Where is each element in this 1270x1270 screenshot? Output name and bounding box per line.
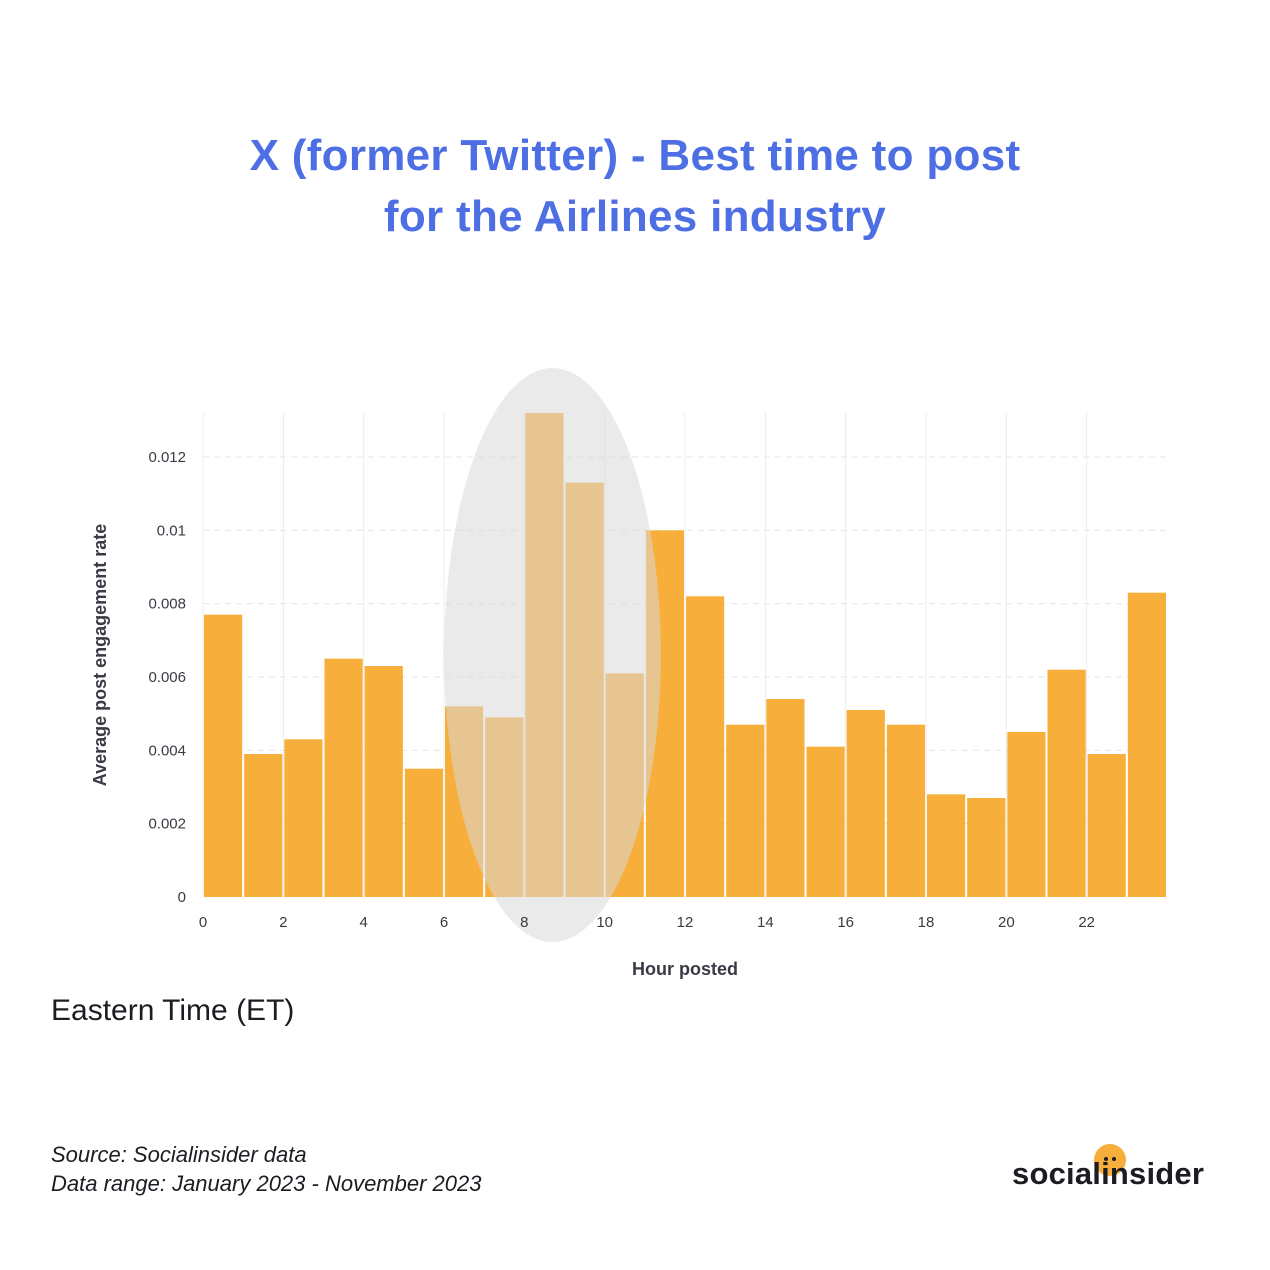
bar-hour-13: [726, 724, 765, 897]
x-tick-label: 14: [757, 914, 774, 931]
bar-hour-23: [1127, 592, 1166, 897]
bar-hour-22: [1087, 754, 1126, 897]
x-tick-label: 2: [279, 914, 287, 931]
x-tick-label: 4: [359, 914, 367, 931]
data-range-line: Data range: January 2023 - November 2023: [51, 1171, 482, 1196]
bar-hour-18: [927, 794, 966, 897]
x-tick-label: 20: [998, 914, 1015, 931]
x-tick-label: 16: [837, 914, 854, 931]
socialinsider-logo: socialinsider: [1012, 1144, 1217, 1194]
bar-hour-14: [766, 699, 805, 897]
bar-hour-3: [324, 658, 363, 897]
logo-face-icon: [1094, 1144, 1126, 1176]
source-note: Source: Socialinsider data Data range: J…: [51, 1140, 481, 1198]
bar-hour-12: [686, 596, 725, 897]
bar-hour-0: [204, 614, 243, 897]
y-axis-title: Average post engagement rate: [90, 524, 110, 786]
x-tick-label: 10: [596, 914, 613, 931]
y-tick-label: 0.006: [148, 669, 186, 686]
bar-hour-1: [244, 754, 283, 897]
y-tick-label: 0.008: [148, 596, 186, 613]
x-tick-label: 12: [677, 914, 694, 931]
bar-hour-20: [1007, 732, 1046, 897]
x-axis-title: Hour posted: [632, 959, 738, 979]
timezone-label: Eastern Time (ET): [51, 994, 295, 1027]
y-tick-label: 0.004: [148, 742, 186, 759]
bar-hour-2: [284, 739, 323, 897]
bar-hour-21: [1047, 669, 1086, 897]
chart-title: X (former Twitter) - Best time to post f…: [0, 125, 1270, 247]
y-tick-label: 0.002: [148, 816, 186, 833]
title-line-2: for the Airlines industry: [383, 192, 887, 241]
bar-hour-17: [886, 724, 925, 897]
bar-hour-16: [846, 710, 885, 897]
y-tick-label: 0.01: [157, 522, 186, 539]
bar-hour-4: [364, 666, 403, 897]
bar-hour-5: [404, 768, 443, 897]
title-line-1: X (former Twitter) - Best time to post: [249, 131, 1021, 180]
source-line: Source: Socialinsider data: [51, 1142, 307, 1167]
x-tick-label: 6: [440, 914, 448, 931]
bar-hour-19: [967, 798, 1006, 897]
bar-hour-15: [806, 746, 845, 897]
x-tick-label: 22: [1078, 914, 1095, 931]
y-tick-label: 0: [178, 889, 186, 906]
x-tick-label: 18: [918, 914, 935, 931]
bar-chart: 0 0.002 0.004 0.006 0.008 0.01 0.012 0 2 4 6 8 10 12 1…: [90, 368, 1167, 979]
y-tick-label: 0.012: [148, 449, 186, 466]
x-tick-label: 0: [199, 914, 207, 931]
x-tick-label: 8: [520, 914, 528, 931]
peak-highlight-ellipse: [444, 368, 661, 942]
logo-wordmark: socialinsider: [1012, 1156, 1205, 1191]
